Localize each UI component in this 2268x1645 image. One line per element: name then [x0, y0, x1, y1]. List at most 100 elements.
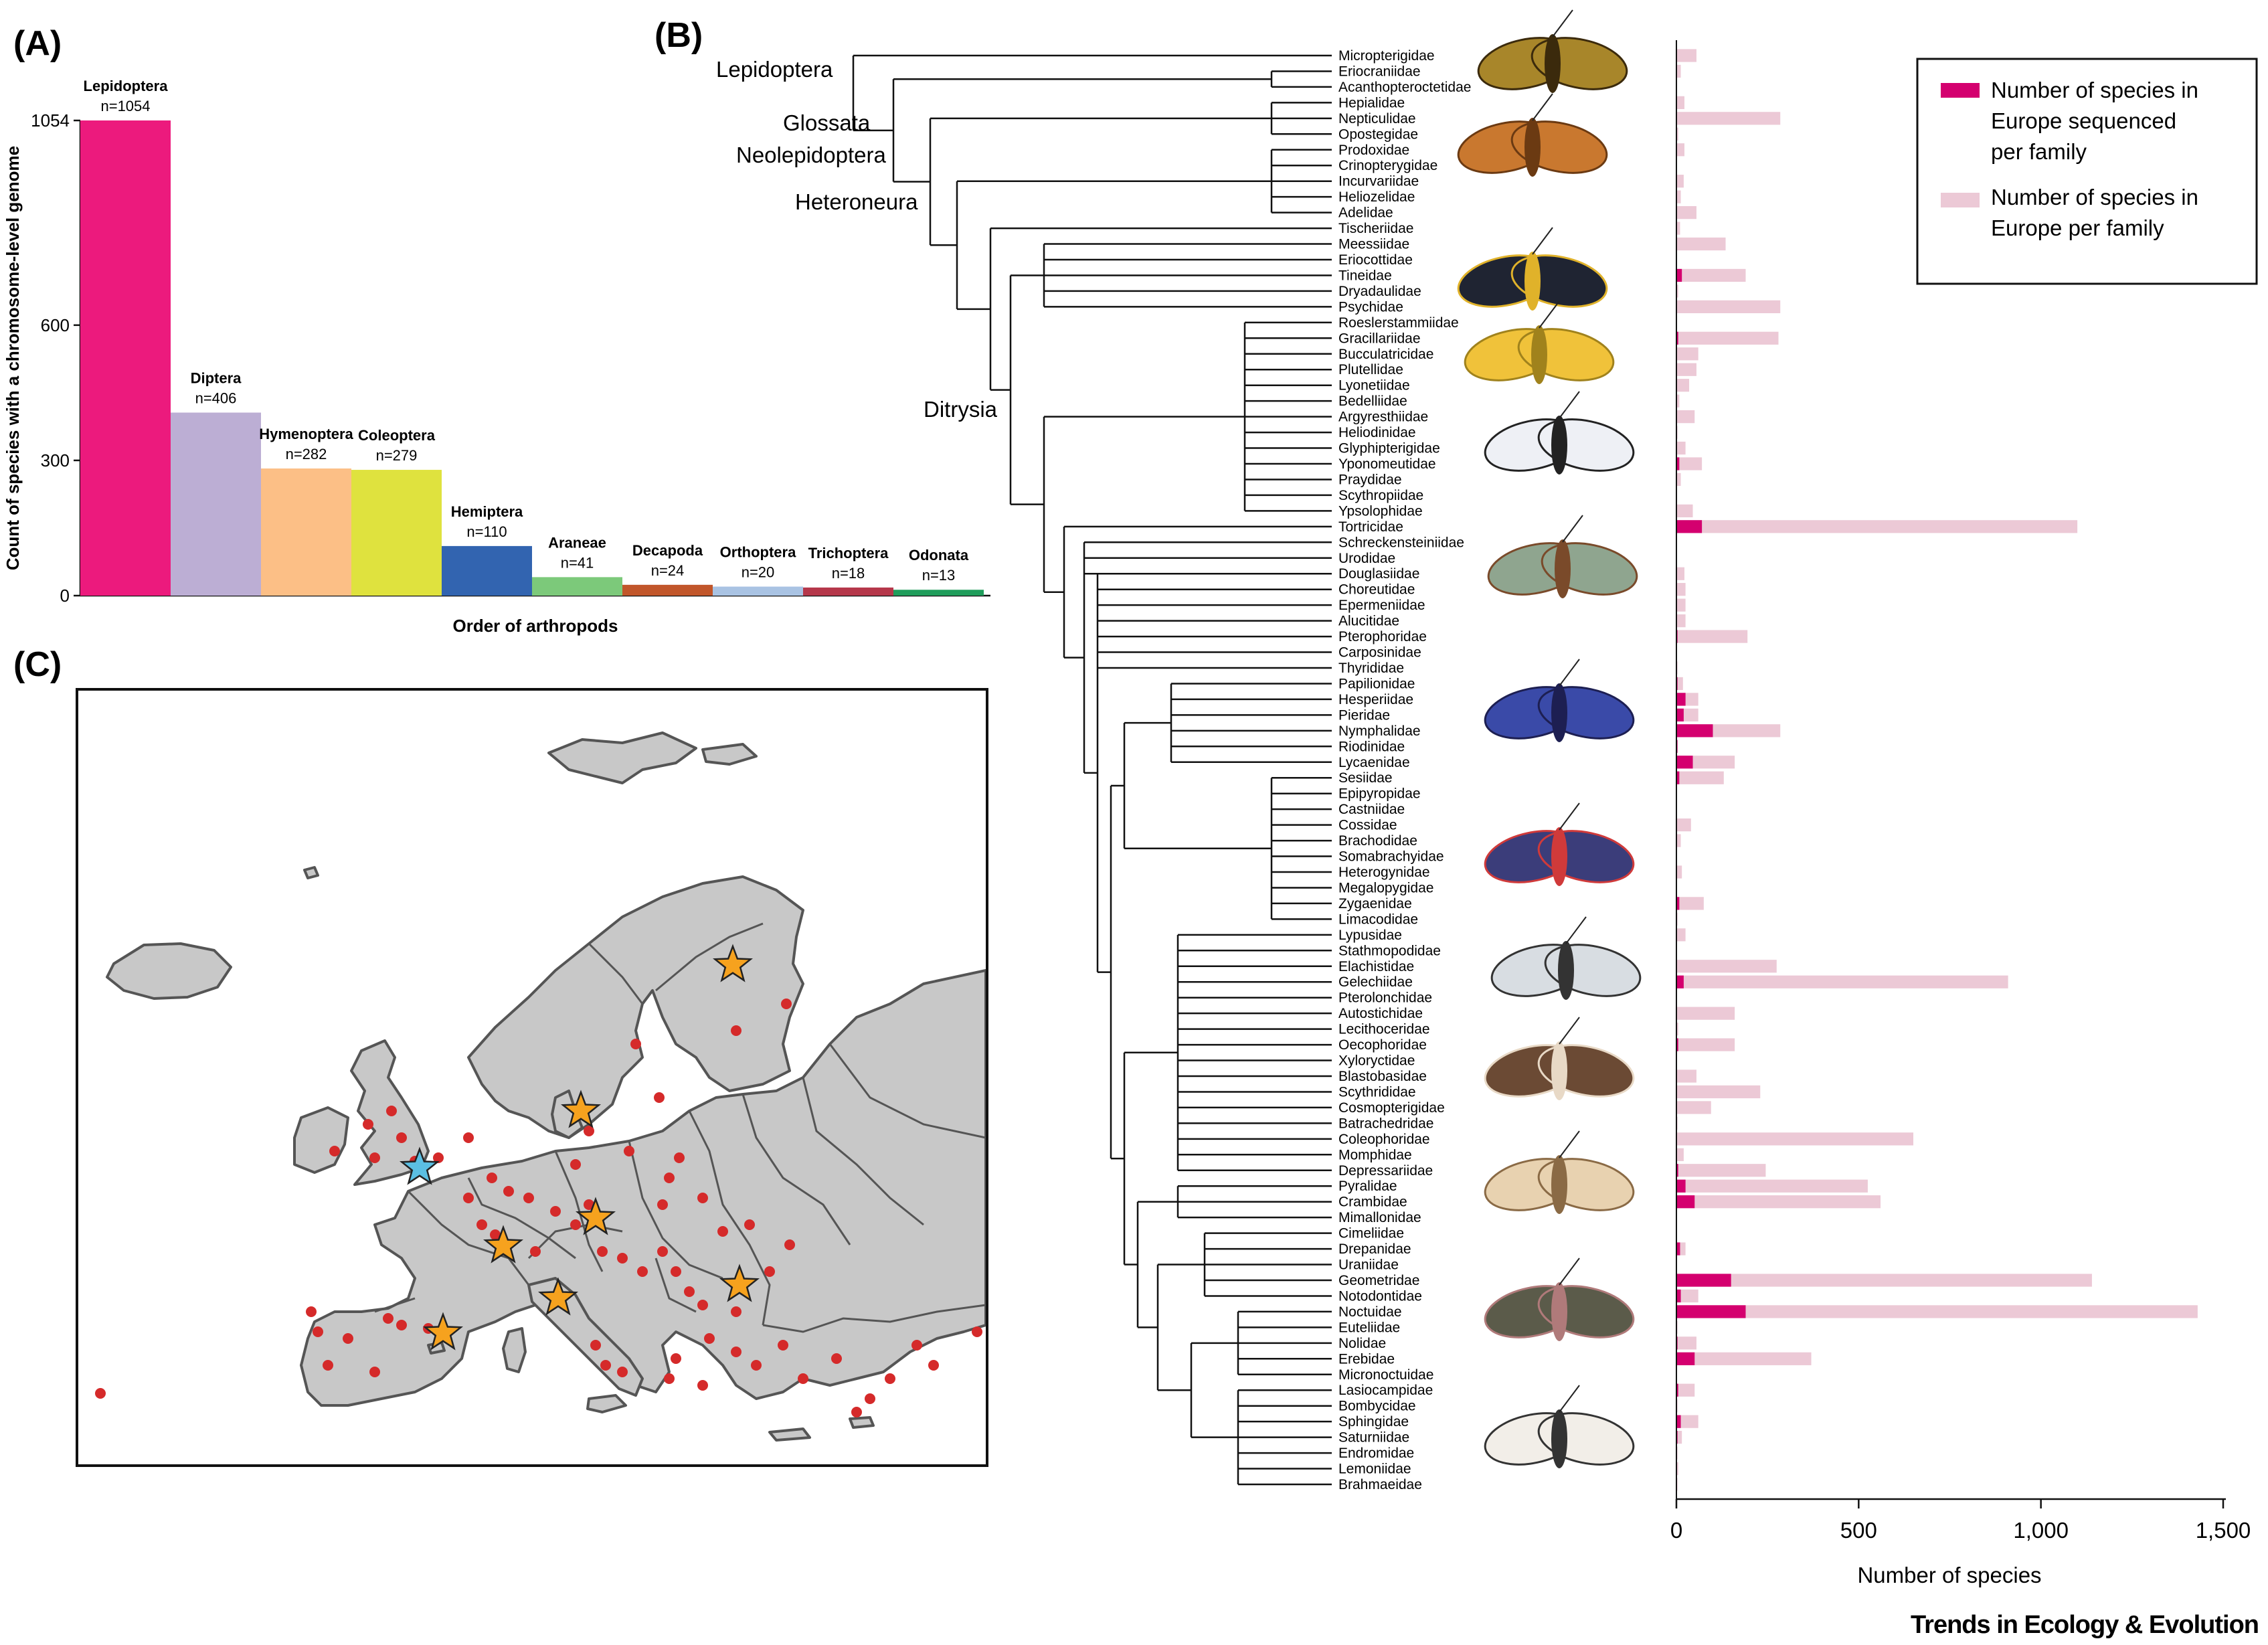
bar-total-gracillariidae: [1676, 331, 1779, 345]
bar-total-choreutidae: [1676, 583, 1686, 596]
family-label: Prodoxidae: [1338, 143, 1409, 158]
sample-dot: [343, 1333, 353, 1344]
family-label: Sesiidae: [1338, 770, 1393, 786]
family-label: Tortricidae: [1338, 519, 1403, 535]
bar-total-praydidae: [1676, 472, 1681, 487]
clade-label-ditrysia: Ditrysia: [924, 397, 998, 422]
bar-value-label: n=13: [922, 567, 956, 584]
bar-sequenced-oecophoridae: [1676, 1038, 1678, 1051]
sample-dot: [928, 1360, 939, 1371]
family-label: Meessiidae: [1338, 237, 1409, 252]
bar-total-alucitidae: [1676, 614, 1686, 628]
panel-b-x-tick-label: 500: [1840, 1518, 1877, 1543]
sample-dot: [784, 1239, 795, 1250]
family-label: Notodontidae: [1338, 1288, 1422, 1304]
sample-dot: [487, 1173, 497, 1183]
moth-body-illustration: [1545, 34, 1561, 93]
family-label: Autostichidae: [1338, 1006, 1423, 1021]
sample-dot: [697, 1300, 708, 1310]
sample-dot: [781, 999, 792, 1009]
sample-dot: [503, 1186, 514, 1197]
bar-total-incurvariidae: [1676, 175, 1684, 188]
sample-dot: [383, 1313, 394, 1324]
sample-dot: [697, 1380, 708, 1391]
bar-total-momphidae: [1676, 1148, 1684, 1161]
bar-category-label: Trichoptera: [808, 545, 889, 561]
bar-total-opostegidae: [1676, 127, 1678, 141]
family-label: Coleophoridae: [1338, 1132, 1430, 1147]
bar-sequenced-zygaenidae: [1676, 897, 1680, 910]
family-label: Incurvariidae: [1338, 174, 1419, 189]
bar-value-label: n=282: [286, 446, 327, 462]
sample-dot: [751, 1360, 762, 1371]
sample-dot: [664, 1173, 675, 1183]
bar-category-label: Hemiptera: [451, 503, 523, 520]
bar-value-label: n=20: [742, 564, 775, 581]
family-label: Psychidae: [1338, 299, 1403, 315]
family-label: Epermeniidae: [1338, 598, 1425, 613]
bar-total-eriocraniidae: [1676, 64, 1681, 78]
sample-dot: [329, 1146, 340, 1156]
family-label: Cimeliidae: [1338, 1226, 1404, 1241]
bar-category-label: Hymenoptera: [259, 426, 353, 442]
bar-sequenced-depressariidae: [1676, 1164, 1678, 1177]
bar-total-noctuidae: [1676, 1305, 2198, 1318]
bar-sequenced-gracillariidae: [1676, 331, 1678, 345]
sample-dot: [671, 1353, 681, 1364]
panel-b-x-tick-label: 1,000: [2013, 1518, 2069, 1543]
family-label: Douglasiidae: [1338, 566, 1419, 582]
star-icon: [713, 944, 753, 982]
sample-dot: [590, 1340, 601, 1351]
moth-body-illustration: [1524, 252, 1541, 311]
family-label: Mimallonidae: [1338, 1210, 1421, 1225]
panel-label-b: (B): [655, 16, 703, 55]
sample-dot: [617, 1367, 628, 1377]
panel-a-y-ticks: 0 300 600 1054: [31, 110, 80, 606]
sicily-landmass: [586, 1394, 627, 1413]
sample-dot: [369, 1152, 380, 1163]
bar-total-zygaenidae: [1676, 897, 1704, 910]
family-label: Choreutidae: [1338, 582, 1415, 598]
sample-dot: [597, 1246, 608, 1257]
family-label: Schreckensteiniidae: [1338, 535, 1464, 550]
journal-footer: Trends in Ecology & Evolution: [1911, 1611, 2259, 1639]
family-label: Geometridae: [1338, 1273, 1419, 1288]
sample-dot: [396, 1320, 407, 1330]
bar-value-label: n=1054: [100, 98, 150, 114]
bar-sequenced-drepanidae: [1676, 1242, 1680, 1256]
sample-dot: [798, 1373, 808, 1384]
bar-sequenced-geometridae: [1676, 1274, 1731, 1287]
legend-label-sequenced: Number of species in Europe sequenced per …: [1991, 78, 2198, 164]
bar-diptera: [171, 412, 261, 596]
star-icon: [483, 1225, 523, 1264]
panel-a-y-tick-label: 600: [41, 315, 70, 335]
family-label: Euteliidae: [1338, 1320, 1400, 1335]
denmark-landmass: [551, 1090, 584, 1139]
moth-antenna: [1552, 9, 1573, 37]
family-label: Dryadaulidae: [1338, 284, 1421, 299]
bar-hymenoptera: [261, 468, 351, 596]
sample-dot: [637, 1266, 648, 1277]
panel-a-y-axis-title: Count of species with a chromosome-level…: [3, 146, 23, 570]
family-label: Opostegidae: [1338, 126, 1418, 142]
bar-total-lecithoceridae: [1676, 1022, 1678, 1036]
bar-total-pterophoridae: [1676, 630, 1748, 643]
bar-category-label: Odonata: [909, 547, 969, 564]
sample-dot: [396, 1132, 407, 1143]
bar-total-plutellidae: [1676, 363, 1696, 376]
legend-swatch-total: [1941, 193, 1980, 207]
sample-dot: [323, 1360, 333, 1371]
bar-total-nepticulidae: [1676, 112, 1781, 125]
panel-a-bar-chart: 0 300 600 1054 Lepidoptera n=1054 Diptera n=40…: [3, 78, 990, 636]
family-label: Tischeriidae: [1338, 221, 1413, 236]
sample-dot: [490, 1229, 501, 1240]
star-icon: [400, 1146, 440, 1185]
family-label: Argyresthiidae: [1338, 410, 1428, 425]
family-label: Praydidae: [1338, 472, 1402, 487]
bar-total-ypsolophidae: [1676, 504, 1693, 518]
moth-body-illustration: [1551, 1409, 1567, 1468]
bar-total-nolidae: [1676, 1336, 1696, 1350]
sample-dot: [764, 1266, 775, 1277]
bar-sequenced-yponomeutidae: [1676, 457, 1680, 470]
moth-antenna: [1559, 391, 1580, 419]
